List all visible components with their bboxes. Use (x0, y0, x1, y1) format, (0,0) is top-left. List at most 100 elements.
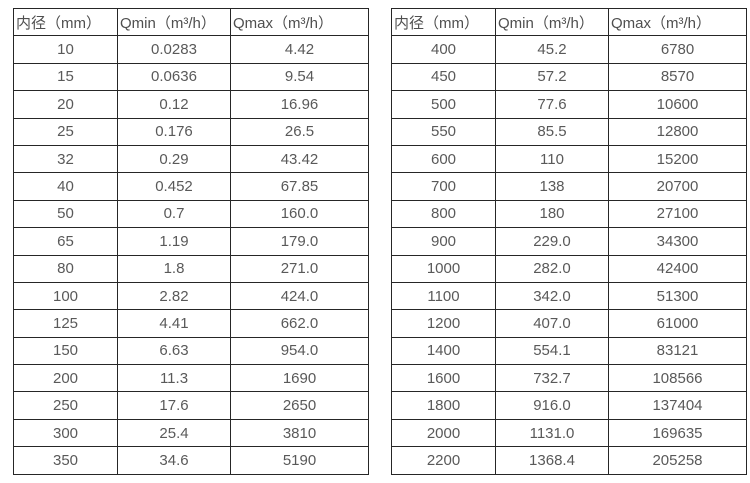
table-row: 300 25.4 3810 (13, 418, 369, 448)
table-header-row: 内径（mm） Qmin（m³/h） Qmax（m³/h） (13, 7, 369, 37)
table-cell: 80 (13, 254, 118, 283)
table-cell: 600 (391, 144, 496, 174)
table-cell: 554.1 (495, 336, 609, 366)
table-cell: 138 (495, 172, 609, 201)
table-cell: 100 (13, 281, 118, 311)
table-row: 550 85.5 12800 (391, 117, 747, 146)
table-cell: 6.63 (117, 336, 231, 366)
table-cell: 137404 (608, 391, 747, 420)
table-cell: 25.4 (117, 418, 231, 448)
table-cell: 61000 (608, 309, 747, 338)
table-cell: 11.3 (117, 364, 231, 393)
table-cell: 4.42 (230, 35, 369, 64)
table-cell: 57.2 (495, 62, 609, 92)
table-cell: 250 (13, 391, 118, 420)
table-cell: 300 (13, 418, 118, 448)
table-cell: 42400 (608, 254, 747, 283)
table-cell: 200 (13, 364, 118, 393)
table-cell: 0.452 (117, 172, 231, 201)
table-cell: 32 (13, 144, 118, 174)
table-cell: 3810 (230, 418, 369, 448)
table-row: 15 0.0636 9.54 (13, 62, 369, 92)
table-body: 10 0.0283 4.42 15 0.0636 9.54 20 0.12 16.96 25 0.1… (13, 35, 369, 475)
table-cell: 15200 (608, 144, 747, 174)
table-cell: 169635 (608, 418, 747, 448)
table-cell: 12800 (608, 117, 747, 146)
flow-rate-table-left: 内径（mm） Qmin（m³/h） Qmax（m³/h） 10 0.0283 4.42 1… (13, 7, 369, 475)
table-row: 1000 282.0 42400 (391, 254, 747, 283)
table-cell: 1800 (391, 391, 496, 420)
table-cell: 77.6 (495, 90, 609, 119)
table-row: 1600 732.7 108566 (391, 364, 747, 393)
table-cell: 424.0 (230, 281, 369, 311)
table-header-row: 内径（mm） Qmin（m³/h） Qmax（m³/h） (391, 7, 747, 37)
table-cell: 0.0636 (117, 62, 231, 92)
table-cell: 160.0 (230, 199, 369, 229)
table-row: 32 0.29 43.42 (13, 144, 369, 174)
table-cell: 1100 (391, 281, 496, 311)
table-cell: 900 (391, 227, 496, 256)
table-cell: 2200 (391, 446, 496, 475)
table-cell: 25 (13, 117, 118, 146)
table-row: 700 138 20700 (391, 172, 747, 201)
column-header: Qmin（m³/h） (495, 7, 609, 37)
table-cell: 1400 (391, 336, 496, 366)
table-cell: 20700 (608, 172, 747, 201)
column-header: 内径（mm） (13, 7, 118, 37)
table-cell: 17.6 (117, 391, 231, 420)
table-cell: 5190 (230, 446, 369, 475)
table-cell: 179.0 (230, 227, 369, 256)
table-row: 150 6.63 954.0 (13, 336, 369, 366)
table-cell: 10 (13, 35, 118, 64)
table-cell: 108566 (608, 364, 747, 393)
table-row: 200 11.3 1690 (13, 364, 369, 393)
table-cell: 40 (13, 172, 118, 201)
table-cell: 34.6 (117, 446, 231, 475)
table-row: 内径（mm） Qmin（m³/h） Qmax（m³/h） (13, 7, 369, 37)
table-cell: 450 (391, 62, 496, 92)
table-cell: 342.0 (495, 281, 609, 311)
table-cell: 916.0 (495, 391, 609, 420)
table-row: 900 229.0 34300 (391, 227, 747, 256)
table-row: 800 180 27100 (391, 199, 747, 229)
table-cell: 85.5 (495, 117, 609, 146)
table-row: 65 1.19 179.0 (13, 227, 369, 256)
table-cell: 180 (495, 199, 609, 229)
table-cell: 45.2 (495, 35, 609, 64)
table-cell: 1368.4 (495, 446, 609, 475)
table-row: 500 77.6 10600 (391, 90, 747, 119)
table-row: 1800 916.0 137404 (391, 391, 747, 420)
table-row: 25 0.176 26.5 (13, 117, 369, 146)
table-cell: 0.29 (117, 144, 231, 174)
table-row: 2000 1131.0 169635 (391, 418, 747, 448)
table-cell: 700 (391, 172, 496, 201)
table-row: 125 4.41 662.0 (13, 309, 369, 338)
table-row: 1400 554.1 83121 (391, 336, 747, 366)
table-row: 1200 407.0 61000 (391, 309, 747, 338)
table-cell: 2000 (391, 418, 496, 448)
table-cell: 271.0 (230, 254, 369, 283)
table-cell: 407.0 (495, 309, 609, 338)
table-cell: 205258 (608, 446, 747, 475)
table-row: 450 57.2 8570 (391, 62, 747, 92)
table-cell: 1.8 (117, 254, 231, 283)
column-header: Qmax（m³/h） (230, 7, 369, 37)
table-cell: 51300 (608, 281, 747, 311)
table-cell: 65 (13, 227, 118, 256)
table-cell: 0.176 (117, 117, 231, 146)
table-cell: 83121 (608, 336, 747, 366)
table-cell: 15 (13, 62, 118, 92)
table-row: 20 0.12 16.96 (13, 90, 369, 119)
table-cell: 67.85 (230, 172, 369, 201)
column-header: Qmax（m³/h） (608, 7, 747, 37)
table-cell: 732.7 (495, 364, 609, 393)
table-cell: 27100 (608, 199, 747, 229)
table-cell: 0.0283 (117, 35, 231, 64)
table-row: 100 2.82 424.0 (13, 281, 369, 311)
table-cell: 16.96 (230, 90, 369, 119)
table-cell: 1.19 (117, 227, 231, 256)
table-cell: 400 (391, 35, 496, 64)
table-cell: 2650 (230, 391, 369, 420)
table-cell: 150 (13, 336, 118, 366)
